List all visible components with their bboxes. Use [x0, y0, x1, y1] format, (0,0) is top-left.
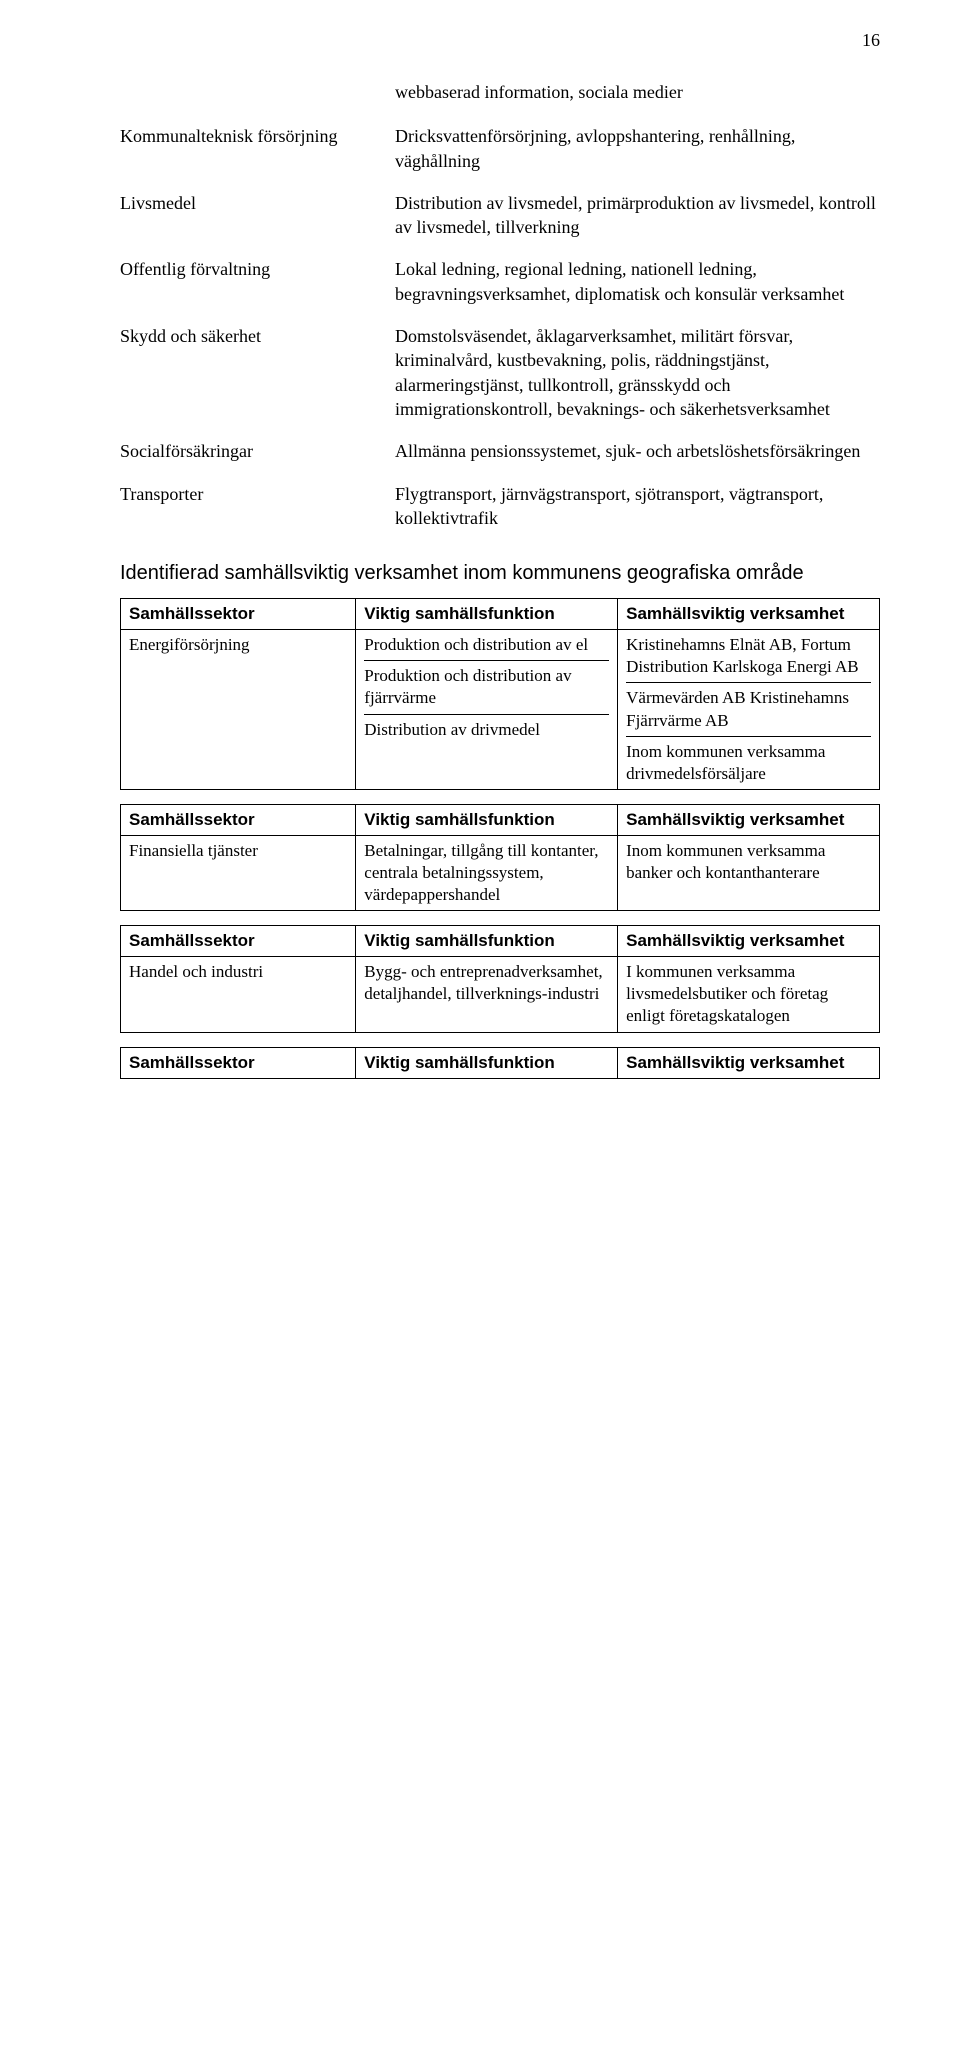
- definition-row: SocialförsäkringarAllmänna pensionssyste…: [120, 439, 880, 463]
- table-header-row: SamhällssektorViktig samhällsfunktionSam…: [121, 804, 880, 835]
- table-header-cell: Samhällsviktig verksamhet: [618, 1047, 880, 1078]
- page-number: 16: [862, 30, 880, 51]
- function-cell: Bygg- och entreprenadverksamhet, detaljh…: [356, 957, 618, 1032]
- definition-term: Socialförsäkringar: [120, 439, 395, 463]
- function-subcell: Produktion och distribution av el: [364, 634, 609, 661]
- definition-list: Kommunalteknisk försörjningDricksvattenf…: [120, 124, 880, 530]
- definition-row: LivsmedelDistribution av livsmedel, prim…: [120, 191, 880, 240]
- table-header-row: SamhällssektorViktig samhällsfunktionSam…: [121, 599, 880, 630]
- table-header-cell: Viktig samhällsfunktion: [356, 599, 618, 630]
- definition-description: Lokal ledning, regional ledning, natione…: [395, 257, 880, 306]
- sector-cell: Finansiella tjänster: [121, 835, 356, 910]
- table-header-cell: Samhällssektor: [121, 926, 356, 957]
- table-row: EnergiförsörjningProduktion och distribu…: [121, 630, 880, 790]
- definition-term: Transporter: [120, 482, 395, 531]
- table-header-cell: Samhällssektor: [121, 1047, 356, 1078]
- definition-description: Allmänna pensionssystemet, sjuk- och arb…: [395, 439, 880, 463]
- table-header-cell: Samhällssektor: [121, 804, 356, 835]
- data-table-partial: SamhällssektorViktig samhällsfunktionSam…: [120, 1047, 880, 1079]
- sector-cell: Energiförsörjning: [121, 630, 356, 790]
- activity-cell: I kommunen verksamma livsmedelsbutiker o…: [618, 957, 880, 1032]
- data-table: SamhällssektorViktig samhällsfunktionSam…: [120, 598, 880, 790]
- page: 16 webbaserad information, sociala medie…: [0, 0, 960, 1133]
- table-header-cell: Samhällsviktig verksamhet: [618, 926, 880, 957]
- function-cell: Produktion och distribution av elProdukt…: [356, 630, 618, 790]
- table-header-cell: Samhällsviktig verksamhet: [618, 599, 880, 630]
- function-subcell: Produktion och distribution av fjärrvärm…: [364, 661, 609, 714]
- table-header-row: SamhällssektorViktig samhällsfunktionSam…: [121, 926, 880, 957]
- table-header-cell: Viktig samhällsfunktion: [356, 1047, 618, 1078]
- table-row: Handel och industriBygg- och entreprenad…: [121, 957, 880, 1032]
- definition-term: Kommunalteknisk försörjning: [120, 124, 395, 173]
- definition-term: Skydd och säkerhet: [120, 324, 395, 421]
- definition-description: Distribution av livsmedel, primärprodukt…: [395, 191, 880, 240]
- definition-description: Dricksvattenförsörjning, avloppshanterin…: [395, 124, 880, 173]
- table-header-row: SamhällssektorViktig samhällsfunktionSam…: [121, 1047, 880, 1078]
- definition-row: Offentlig förvaltningLokal ledning, regi…: [120, 257, 880, 306]
- definition-description: Domstolsväsendet, åklagarverksamhet, mil…: [395, 324, 880, 421]
- tables-wrap: SamhällssektorViktig samhällsfunktionSam…: [120, 598, 880, 1093]
- activity-cell: Kristinehamns Elnät AB, Fortum Distribut…: [618, 630, 880, 790]
- data-table: SamhällssektorViktig samhällsfunktionSam…: [120, 925, 880, 1032]
- activity-subcell: Värmevärden AB Kristinehamns Fjärrvärme …: [626, 683, 871, 736]
- definition-row: Skydd och säkerhetDomstolsväsendet, åkla…: [120, 324, 880, 421]
- definition-term: Livsmedel: [120, 191, 395, 240]
- activity-cell: Inom kommunen verksamma banker och konta…: [618, 835, 880, 910]
- activity-subcell: Kristinehamns Elnät AB, Fortum Distribut…: [626, 634, 871, 683]
- table-header-cell: Viktig samhällsfunktion: [356, 926, 618, 957]
- activity-subcell: Inom kommunen verksamma drivmedelsförsäl…: [626, 737, 871, 785]
- definition-term: Offentlig förvaltning: [120, 257, 395, 306]
- intro-text: webbaserad information, sociala medier: [395, 80, 880, 104]
- data-table: SamhällssektorViktig samhällsfunktionSam…: [120, 804, 880, 911]
- definition-description: Flygtransport, järnvägstransport, sjötra…: [395, 482, 880, 531]
- function-cell: Betalningar, tillgång till kontanter, ce…: [356, 835, 618, 910]
- definition-row: Kommunalteknisk försörjningDricksvattenf…: [120, 124, 880, 173]
- definition-row: TransporterFlygtransport, järnvägstransp…: [120, 482, 880, 531]
- function-subcell: Distribution av drivmedel: [364, 715, 609, 741]
- sector-cell: Handel och industri: [121, 957, 356, 1032]
- table-header-cell: Samhällssektor: [121, 599, 356, 630]
- section-heading: Identifierad samhällsviktig verksamhet i…: [120, 560, 880, 586]
- table-header-cell: Samhällsviktig verksamhet: [618, 804, 880, 835]
- table-row: Finansiella tjänsterBetalningar, tillgån…: [121, 835, 880, 910]
- table-header-cell: Viktig samhällsfunktion: [356, 804, 618, 835]
